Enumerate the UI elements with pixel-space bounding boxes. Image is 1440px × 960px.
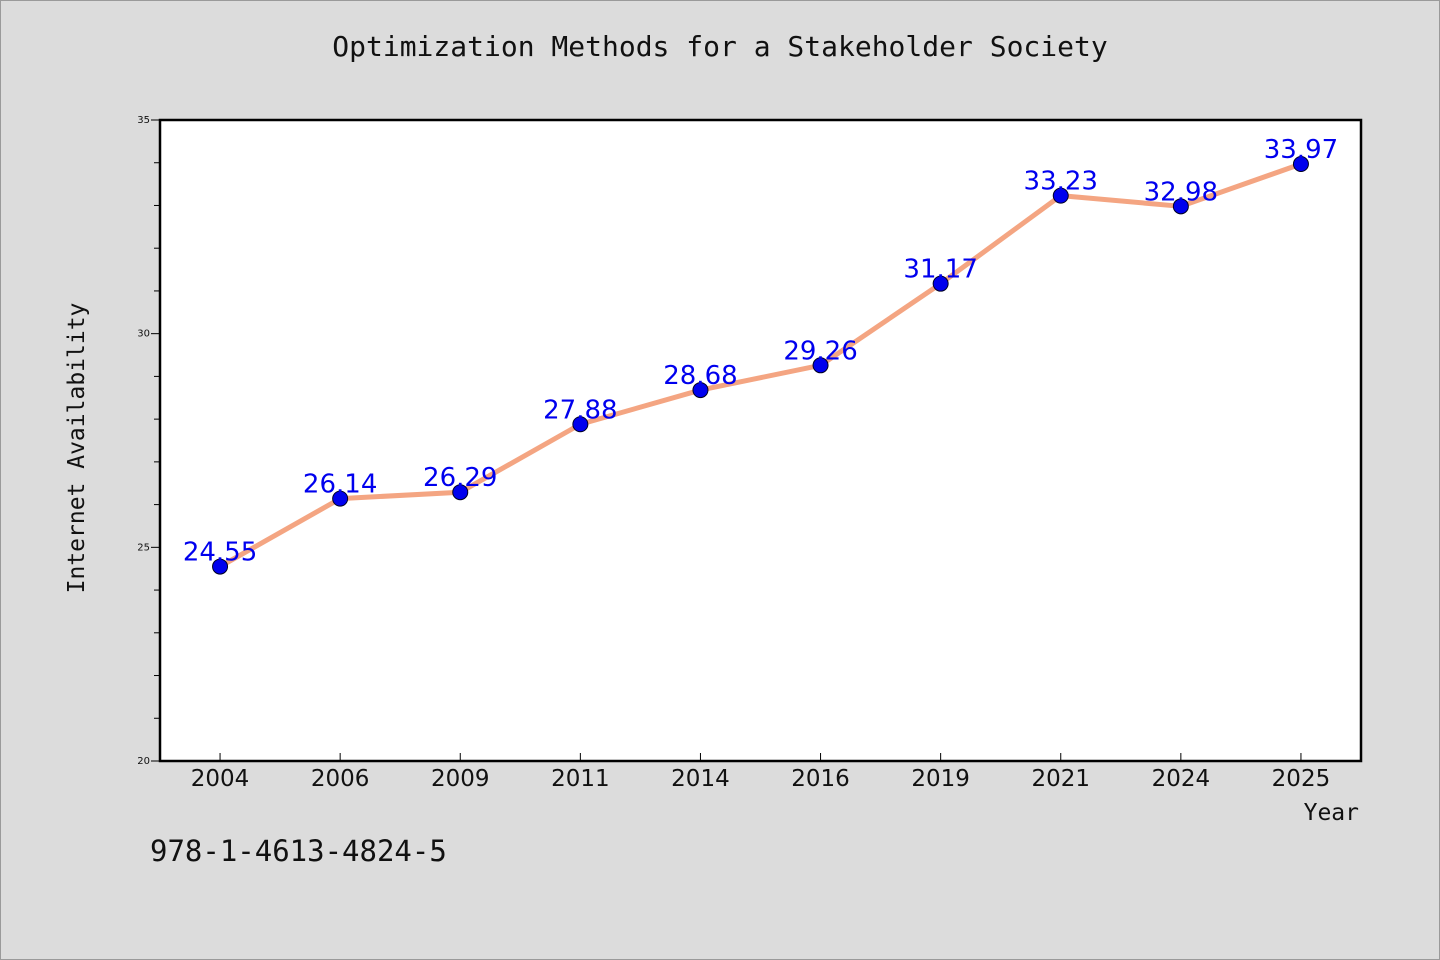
x-tick-label: 2016	[791, 766, 850, 792]
x-tick-label: 2011	[551, 766, 610, 792]
data-point	[332, 490, 349, 507]
data-label: 29.26	[783, 336, 857, 366]
data-label: 26.29	[423, 463, 497, 493]
x-axis-title: Year	[1304, 800, 1359, 826]
x-tick-label: 2006	[311, 766, 370, 792]
x-axis: 2004 2006 2009 2011 2014 2016 2019 2021 2024 2025	[191, 753, 1330, 792]
y-tick-label: 25	[137, 542, 150, 553]
data-markers	[212, 156, 1309, 575]
chart-title: Optimization Methods for a Stakeholder S…	[332, 30, 1108, 63]
y-tick-label: 20	[137, 756, 150, 767]
data-point	[212, 558, 229, 575]
data-point	[1052, 187, 1069, 204]
x-tick-label: 2024	[1152, 766, 1211, 792]
x-tick-label: 2021	[1031, 766, 1090, 792]
data-labels: 24.55 26.14 26.29 27.88 28.68 29.26 31.17 33.23…	[183, 135, 1338, 568]
data-point	[452, 484, 469, 501]
y-axis-title: Internet Availability	[64, 303, 90, 594]
series-line	[217, 161, 1304, 570]
x-tick-label: 2009	[431, 766, 490, 792]
data-point	[812, 357, 829, 374]
x-tick-label: 2004	[191, 766, 250, 792]
data-label: 27.88	[543, 395, 617, 425]
data-point	[692, 382, 709, 399]
data-label: 28.68	[663, 361, 737, 391]
x-tick-label: 2014	[671, 766, 730, 792]
data-point	[1172, 198, 1189, 215]
y-tick-label: 35	[137, 115, 150, 126]
data-point	[932, 275, 949, 292]
data-label: 33.97	[1264, 135, 1338, 165]
data-label: 24.55	[183, 538, 257, 568]
x-tick-label: 2019	[911, 766, 970, 792]
data-point	[1292, 156, 1309, 173]
plot-area	[158, 118, 1363, 763]
data-label: 32.98	[1144, 177, 1218, 207]
data-label: 31.17	[903, 255, 977, 285]
data-point	[572, 416, 589, 433]
isbn-text: 978-1-4613-4824-5	[150, 834, 447, 868]
x-tick-label: 2025	[1272, 766, 1331, 792]
y-tick-label: 30	[137, 329, 150, 340]
data-label: 26.14	[303, 470, 377, 500]
data-label: 33.23	[1024, 167, 1098, 197]
y-axis: 20 25 30 35	[137, 115, 160, 767]
